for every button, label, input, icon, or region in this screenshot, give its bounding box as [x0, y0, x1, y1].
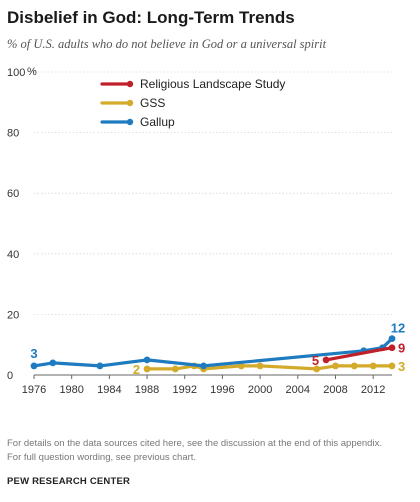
data-point-gss — [237, 362, 245, 370]
data-point-gss — [388, 362, 396, 370]
grid-lines — [34, 71, 392, 376]
data-labels: 2 3 3 12 5 9 — [30, 321, 405, 377]
data-point-religious-landscape-study — [388, 344, 396, 352]
legend-label-gss: GSS — [140, 96, 165, 110]
legend-label-religious-landscape-study: Religious Landscape Study — [140, 77, 285, 91]
x-tick-label: 2008 — [323, 384, 347, 396]
y-tick-label: 0 — [7, 370, 13, 382]
data-point-gallup — [388, 335, 396, 343]
data-point-gss — [171, 365, 179, 373]
data-point-gss — [256, 362, 264, 370]
y-tick-label: 20 — [7, 309, 19, 321]
data-point-gss — [369, 362, 377, 370]
data-point-gss — [313, 365, 321, 373]
footnote-line-1: For details on the data sources cited he… — [7, 438, 382, 449]
legend-marker-gss — [126, 99, 134, 107]
data-point-gss — [350, 362, 358, 370]
legend-marker-gallup — [126, 118, 134, 126]
data-point-gallup — [143, 356, 151, 364]
data-point-gallup — [49, 359, 57, 367]
data-point-religious-landscape-study — [322, 356, 330, 364]
data-point-gss — [143, 365, 151, 373]
series-line-gallup — [32, 337, 394, 368]
y-tick-label: 80 — [7, 128, 19, 140]
data-label-religious-landscape-study: 5 — [312, 353, 319, 368]
series-lines — [30, 335, 396, 373]
x-tick-label: 1980 — [59, 384, 83, 396]
data-point-gallup — [30, 362, 38, 370]
data-label-religious-landscape-study: 9 — [398, 341, 405, 356]
y-tick-label: 100 — [7, 67, 25, 79]
footnote-line-2: For full question wording, see previous … — [7, 452, 197, 463]
x-tick-label: 2012 — [361, 384, 385, 396]
series-line-religious-landscape-study — [324, 346, 394, 362]
legend-marker-religious-landscape-study — [126, 80, 134, 88]
chart-title: Disbelief in God: Long-Term Trends — [7, 8, 295, 27]
y-axis-ticks: 0 20 40 60 80 100% — [7, 66, 37, 382]
data-label-gss: 3 — [398, 359, 405, 374]
y-tick-label: 40 — [7, 249, 19, 261]
data-point-gss — [332, 362, 339, 370]
source-credit: PEW RESEARCH CENTER — [7, 476, 131, 487]
data-point-gallup — [200, 362, 207, 370]
y-tick-label: 60 — [7, 188, 19, 200]
x-tick-label: 1976 — [22, 384, 46, 396]
x-tick-label: 1988 — [135, 384, 159, 396]
data-label-gallup: 3 — [30, 346, 37, 361]
y-unit-label: % — [27, 66, 37, 78]
chart-legend: Religious Landscape Study GSS Gallup — [100, 77, 285, 129]
x-axis-ticks: 1976 1980 1984 1988 1992 1996 2000 2004 2008 2012 — [22, 375, 385, 396]
data-label-gss: 2 — [133, 362, 140, 377]
legend-label-gallup: Gallup — [140, 115, 175, 129]
x-tick-label: 1996 — [210, 384, 234, 396]
x-tick-label: 1984 — [97, 384, 121, 396]
chart-subtitle: % of U.S. adults who do not believe in G… — [7, 37, 327, 51]
x-tick-label: 1992 — [172, 384, 196, 396]
x-tick-label: 2000 — [248, 384, 272, 396]
data-label-gallup: 12 — [391, 321, 405, 336]
x-tick-label: 2004 — [286, 384, 310, 396]
data-point-gallup — [96, 362, 104, 370]
